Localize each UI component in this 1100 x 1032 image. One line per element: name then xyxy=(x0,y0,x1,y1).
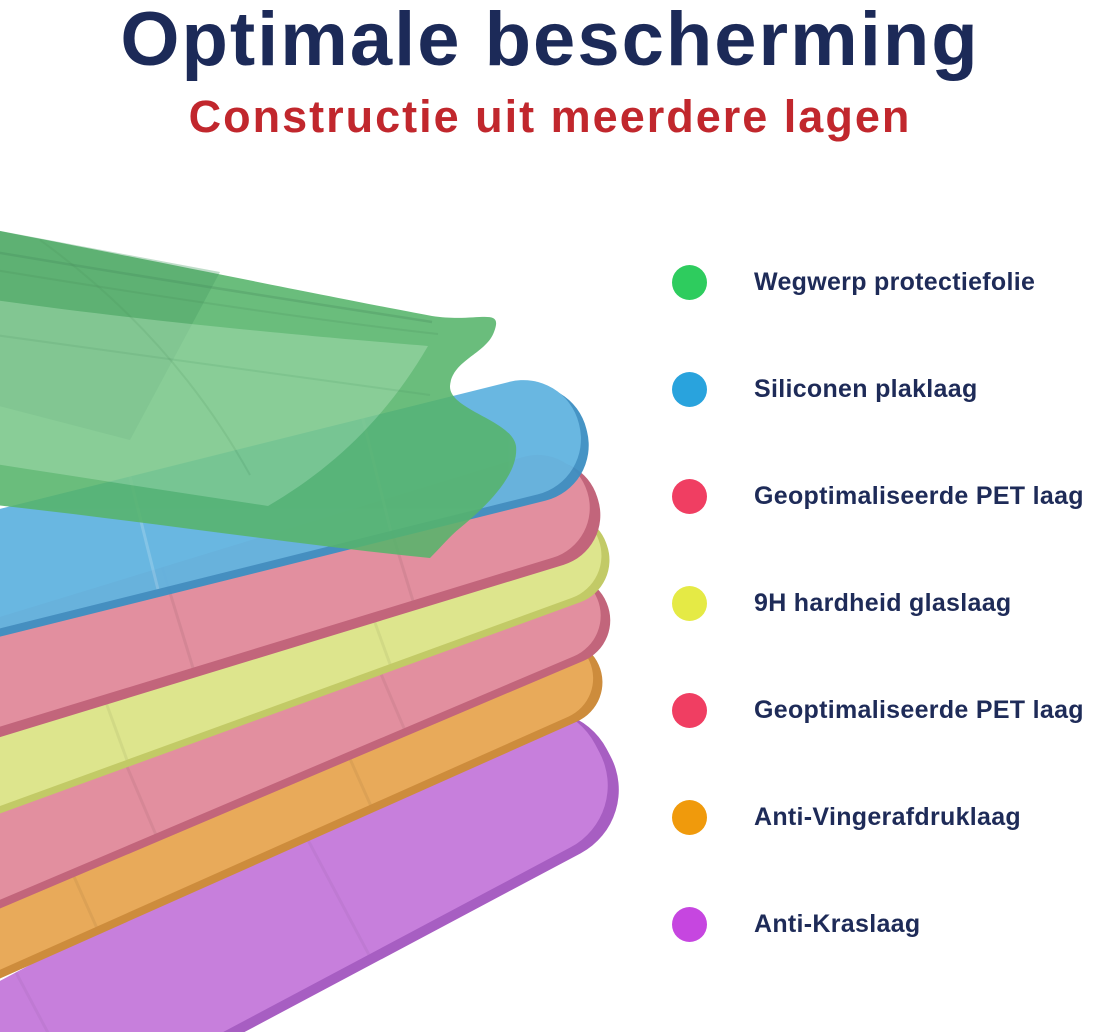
legend-label: Anti-Vingerafdruklaag xyxy=(754,803,1021,831)
red-dot-icon xyxy=(672,479,707,514)
yellow-dot-icon xyxy=(672,586,707,621)
legend-label: Geoptimaliseerde PET laag xyxy=(754,696,1084,724)
red-dot-icon xyxy=(672,693,707,728)
layer-wegwerp-protectiefolie xyxy=(0,230,517,558)
legend-item-siliconen-plaklaag: Siliconen plaklaag xyxy=(672,372,1084,407)
green-dot-icon xyxy=(672,265,707,300)
legend-item-pet-laag-1: Geoptimaliseerde PET laag xyxy=(672,479,1084,514)
legend-item-wegwerp-protectiefolie: Wegwerp protectiefolie xyxy=(672,265,1084,300)
page-title: Optimale bescherming xyxy=(120,0,980,82)
legend-item-anti-kraslaag: Anti-Kraslaag xyxy=(672,907,1084,942)
legend-label: Wegwerp protectiefolie xyxy=(754,268,1036,296)
legend-label: Anti-Kraslaag xyxy=(754,910,921,938)
layer-legend: Wegwerp protectiefolie Siliconen plaklaa… xyxy=(672,265,1084,942)
legend-label: 9H hardheid glaslaag xyxy=(754,589,1012,617)
layer-anti-kraslaag xyxy=(0,706,619,1032)
legend-item-anti-vingerafdruklaag: Anti-Vingerafdruklaag xyxy=(672,800,1084,835)
header: Optimale bescherming Constructie uit mee… xyxy=(0,0,1100,142)
legend-label: Siliconen plaklaag xyxy=(754,375,978,403)
blue-dot-icon xyxy=(672,372,707,407)
page-subtitle: Constructie uit meerdere lagen xyxy=(188,91,912,142)
orange-dot-icon xyxy=(672,800,707,835)
legend-item-pet-laag-2: Geoptimaliseerde PET laag xyxy=(672,693,1084,728)
legend-item-9h-glaslaag: 9H hardheid glaslaag xyxy=(672,586,1084,621)
purple-dot-icon xyxy=(672,907,707,942)
legend-label: Geoptimaliseerde PET laag xyxy=(754,482,1084,510)
